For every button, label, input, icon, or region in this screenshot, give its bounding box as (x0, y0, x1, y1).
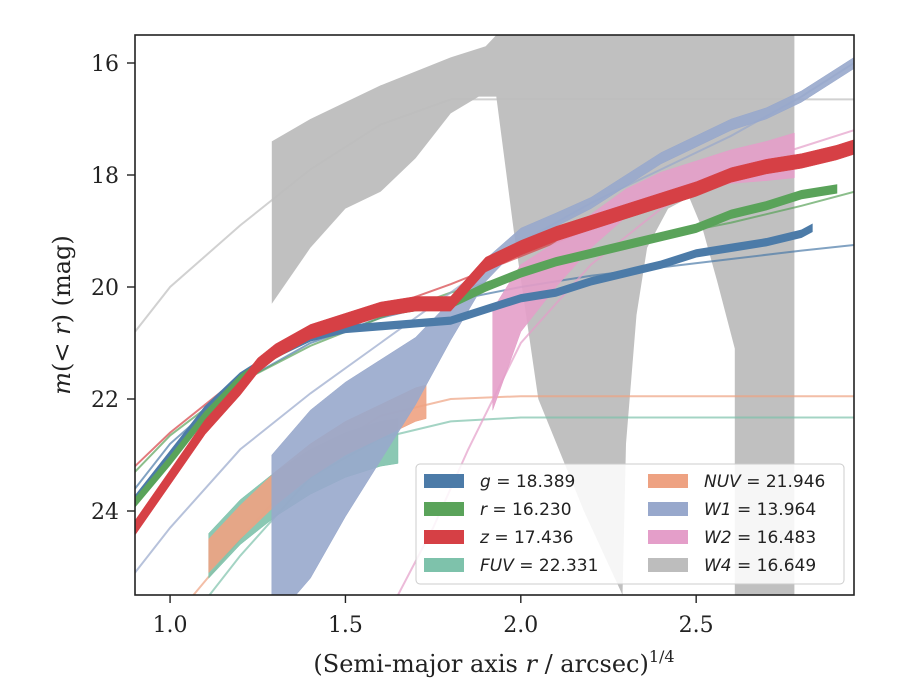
legend-swatch (648, 502, 688, 516)
legend-label: NUV = 21.946 (704, 472, 825, 492)
legend-label: W2 = 16.483 (704, 528, 816, 548)
y-tick-label: 24 (91, 500, 119, 525)
legend-label: W4 = 16.649 (704, 556, 816, 576)
series-z-band (135, 139, 854, 536)
x-axis-label: (Semi-major axis r / arcsec)1/4 (313, 647, 674, 678)
legend-swatch (648, 530, 688, 544)
legend-label-var: FUV (480, 556, 515, 576)
legend-label: W1 = 13.964 (704, 500, 816, 520)
legend-label-value: = 22.331 (514, 556, 599, 576)
axes-frame (134, 34, 855, 596)
y-tick-label: 18 (91, 164, 119, 189)
y-axis-label: m(< r) (mag) (48, 235, 76, 395)
x-axis-label-var: r (525, 650, 538, 678)
legend-label: r = 16.230 (480, 500, 572, 520)
legend-label-value: = 13.964 (732, 500, 817, 520)
legend-label-var: r (480, 500, 488, 520)
series-w4-model-curve (135, 98, 854, 333)
legend-label-var: W1 (704, 500, 732, 520)
legend-entry-z: z = 17.436 (424, 528, 573, 548)
legend-label: g = 18.389 (480, 472, 575, 492)
legend-label-value: = 16.483 (732, 528, 817, 548)
legend-swatch (648, 474, 688, 488)
x-tick-label: 1.0 (153, 613, 188, 638)
x-tick-label: 1.5 (328, 613, 363, 638)
legend-entry-r: r = 16.230 (424, 500, 572, 520)
y-tick-label: 22 (91, 388, 119, 413)
plot-area (135, 35, 854, 595)
y-axis-label-open: ( (48, 363, 76, 372)
legend-swatch (424, 474, 464, 488)
legend-swatch (424, 558, 464, 572)
legend-label-value: = 16.230 (487, 500, 572, 520)
legend-box (415, 463, 845, 585)
legend-label-var: W2 (704, 528, 732, 548)
legend-entry-fuv: FUV = 22.331 (424, 556, 598, 576)
legend-entry-w2: W2 = 16.483 (648, 528, 816, 548)
legend-entry-g: g = 18.389 (424, 472, 575, 492)
legend-label-value: = 16.649 (732, 556, 817, 576)
legend-swatch (424, 502, 464, 516)
legend-label-var: NUV (704, 472, 742, 492)
legend-label-value: = 18.389 (491, 472, 576, 492)
x-axis-label-exponent: 1/4 (649, 647, 675, 666)
legend-swatch (424, 530, 464, 544)
x-tick-label: 2.0 (503, 613, 538, 638)
y-axis-label-unit: (mag) (48, 235, 76, 314)
y-axis-label-close: ) (48, 314, 76, 323)
y-tick-label: 20 (91, 276, 119, 301)
legend-swatch (648, 558, 688, 572)
x-tick-label: 2.5 (679, 613, 714, 638)
y-axis-label-lt: < (48, 335, 76, 363)
series-g-band (135, 223, 813, 505)
x-axis-label-prefix: (Semi-major axis (313, 650, 525, 678)
y-axis-label-r: r (48, 322, 76, 335)
legend-entry-w4: W4 = 16.649 (648, 556, 816, 576)
series-fuv-model-curve (208, 416, 854, 595)
legend-entry-w1: W1 = 13.964 (648, 500, 816, 520)
legend-entry-nuv: NUV = 21.946 (648, 472, 825, 492)
x-axis-label-suffix: / arcsec) (537, 650, 649, 678)
y-tick-label: 16 (91, 52, 119, 77)
legend-label: FUV = 22.331 (480, 556, 598, 576)
ticks: 1.0 1.5 2.0 2.5 16 18 20 22 24 (91, 52, 714, 638)
legend-label-value: = 21.946 (741, 472, 826, 492)
legend-label-value: = 17.436 (489, 528, 574, 548)
legend-label-var: W4 (704, 556, 732, 576)
legend-label-var: z (479, 528, 490, 548)
legend-label: z = 17.436 (479, 528, 573, 548)
y-axis-label-m: m (48, 372, 76, 395)
legend-label-var: g (480, 472, 491, 492)
